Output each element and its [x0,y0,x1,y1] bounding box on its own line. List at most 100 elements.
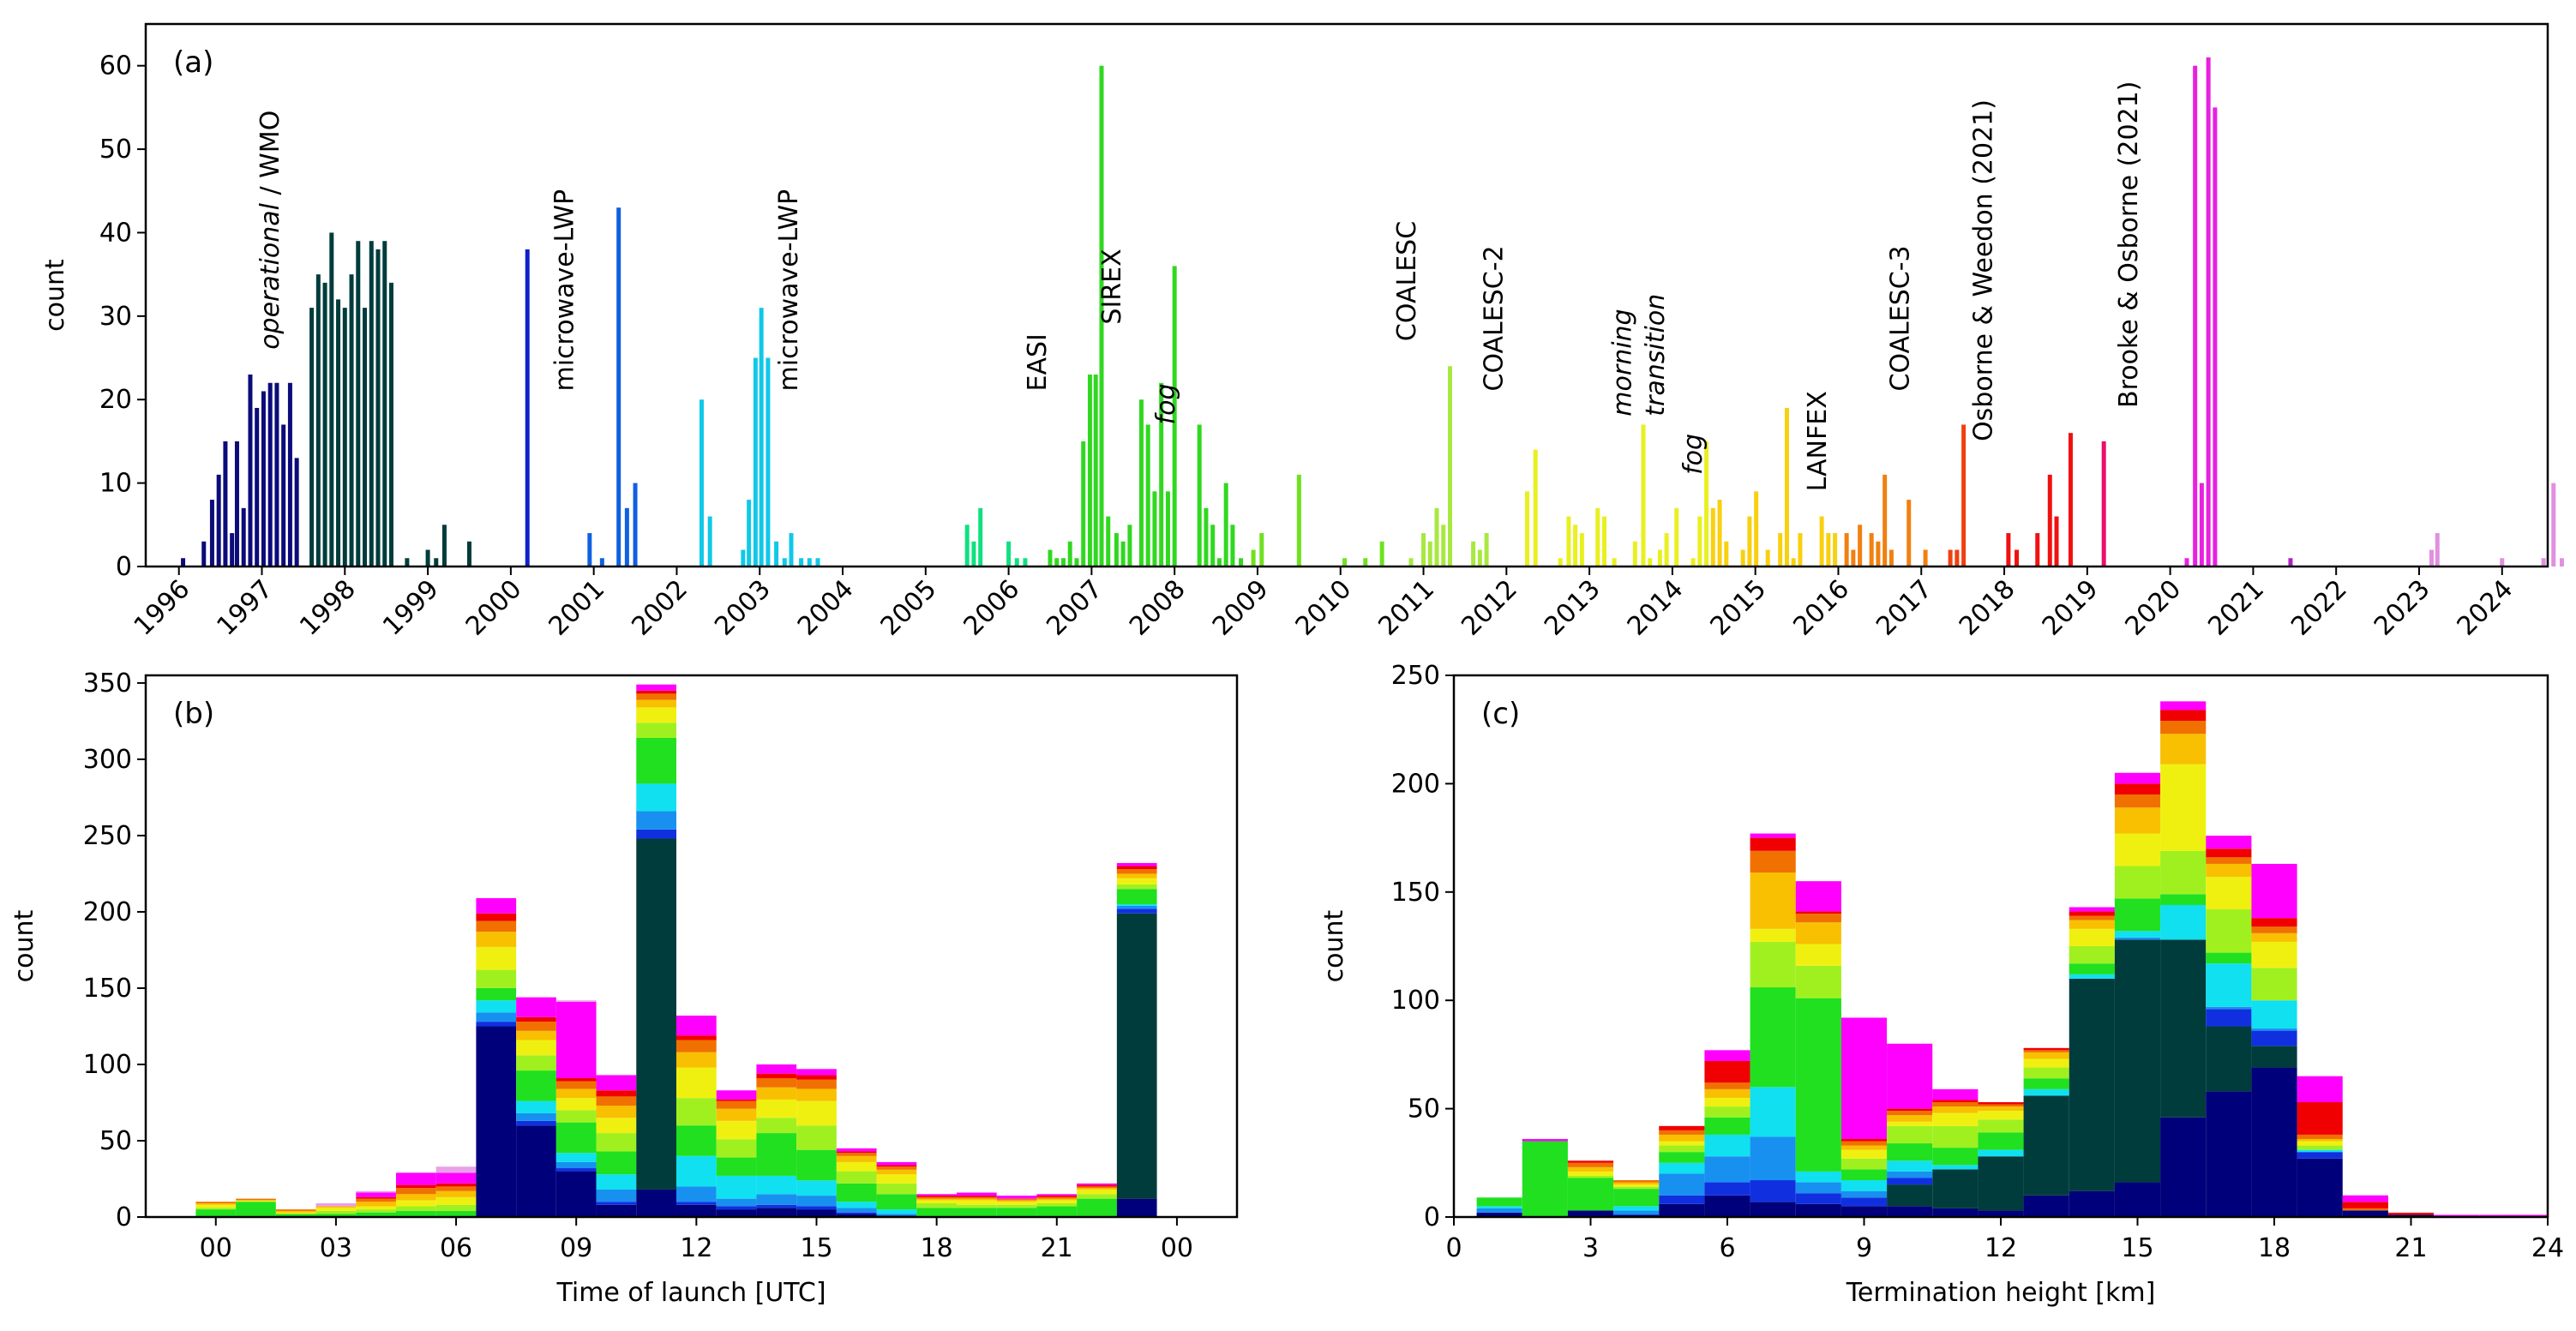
stack-segment [2023,1067,2069,1079]
y-tick-label: 50 [99,1126,132,1156]
stack-segment [876,1161,917,1166]
stack-segment [1750,837,1796,851]
stack-segment [2023,1088,2069,1096]
bar [241,507,246,567]
bar [1674,507,1679,567]
stack-segment [2160,894,2207,905]
bar [1851,549,1856,567]
stack-segment [916,1196,957,1199]
x-tick-label: 12 [1985,1233,2017,1263]
stack-segment [395,1194,436,1201]
bar [759,308,764,567]
stack-segment [876,1209,917,1214]
stack-segment [1116,878,1157,884]
bar [1223,483,1228,567]
bar [2559,558,2564,567]
bar [248,375,253,567]
stack-segment [2114,898,2161,932]
stack-segment [1887,1121,1933,1126]
bar [1106,516,1111,567]
stack-segment [476,1026,517,1217]
y-tick-label: 100 [83,1050,132,1080]
panel-label: (c) [1481,697,1520,731]
x-tick-label: 15 [2121,1233,2153,1263]
stack-segment [756,1099,797,1118]
stack-segment [1567,1162,1614,1167]
bar [1833,533,1838,567]
bar [1145,424,1150,567]
bar [1612,558,1617,567]
stack-segment [2501,1214,2548,1217]
stack-segment [756,1194,797,1205]
x-tick-label: 24 [2531,1233,2564,1263]
bar [2551,483,2556,567]
bar [1081,441,1086,567]
stack-segment [2251,1067,2297,1217]
bar [1172,266,1177,567]
bar [1704,441,1709,567]
stack-segment [756,1204,797,1208]
stack-segment [916,1196,957,1197]
bar [1717,500,1722,567]
stack-segment [2297,1102,2343,1135]
bar [741,549,746,567]
stack-segment [1840,1197,1888,1207]
stack-segment [676,1067,717,1099]
stack-segment [2251,968,2297,1001]
bar [1573,525,1578,567]
stack-segment [1978,1210,2024,1217]
stack-segment [516,1040,556,1056]
stack-segment [476,913,517,921]
bar [782,558,787,567]
stack-segment [516,1112,556,1121]
stack-segment [1978,1119,2024,1133]
campaign-annotation: EASI [1023,333,1053,391]
x-tick-label: 1999 [377,574,445,642]
stack-segment [1932,1169,1979,1208]
stack-segment [1567,1210,1614,1217]
stack-segment [1932,1106,1979,1113]
stack-segment [1887,1206,1933,1217]
stack-segment [476,969,517,988]
stack-segment [476,987,517,1001]
stack-segment [1887,1043,1933,1109]
stack-segment [2160,721,2207,734]
stack-segment [1704,1088,1750,1098]
stack-segment [1522,1138,1568,1142]
stack-segment [1750,872,1796,929]
bar [1690,558,1696,567]
stack-segment [836,1161,877,1172]
x-tick-label: 2014 [1622,574,1690,642]
stack-segment [1840,1017,1888,1139]
stack-segment [1077,1186,1117,1189]
bar [336,299,341,567]
stack-segment [1116,904,1157,906]
bar [587,533,592,567]
bar [1023,558,1028,567]
stack-segment [2297,1145,2343,1150]
x-tick-label: 12 [680,1233,712,1263]
stack-segment [2069,963,2115,974]
bar [1441,525,1446,567]
stack-segment [2251,1028,2297,1031]
x-tick-label: 2013 [1539,574,1606,642]
bar [2435,533,2440,567]
stack-segment [1704,1082,1750,1089]
stack-segment [1476,1212,1522,1217]
stack-segment [636,684,676,691]
stack-segment [2206,1006,2252,1010]
stack-segment [516,1016,556,1022]
stack-segment [476,1022,517,1027]
x-tick-label: 18 [921,1233,953,1263]
bar [2429,549,2434,567]
y-tick-label: 0 [116,1202,132,1232]
stack-segment [2160,1117,2207,1217]
stack-segment [2160,734,2207,764]
bar [1724,541,1729,567]
bar [1602,516,1607,567]
stack-segment [315,1202,357,1207]
stack-segment [2023,1078,2069,1089]
stack-segment [2023,1052,2069,1059]
bar [616,207,621,567]
stack-segment [1795,922,1841,944]
